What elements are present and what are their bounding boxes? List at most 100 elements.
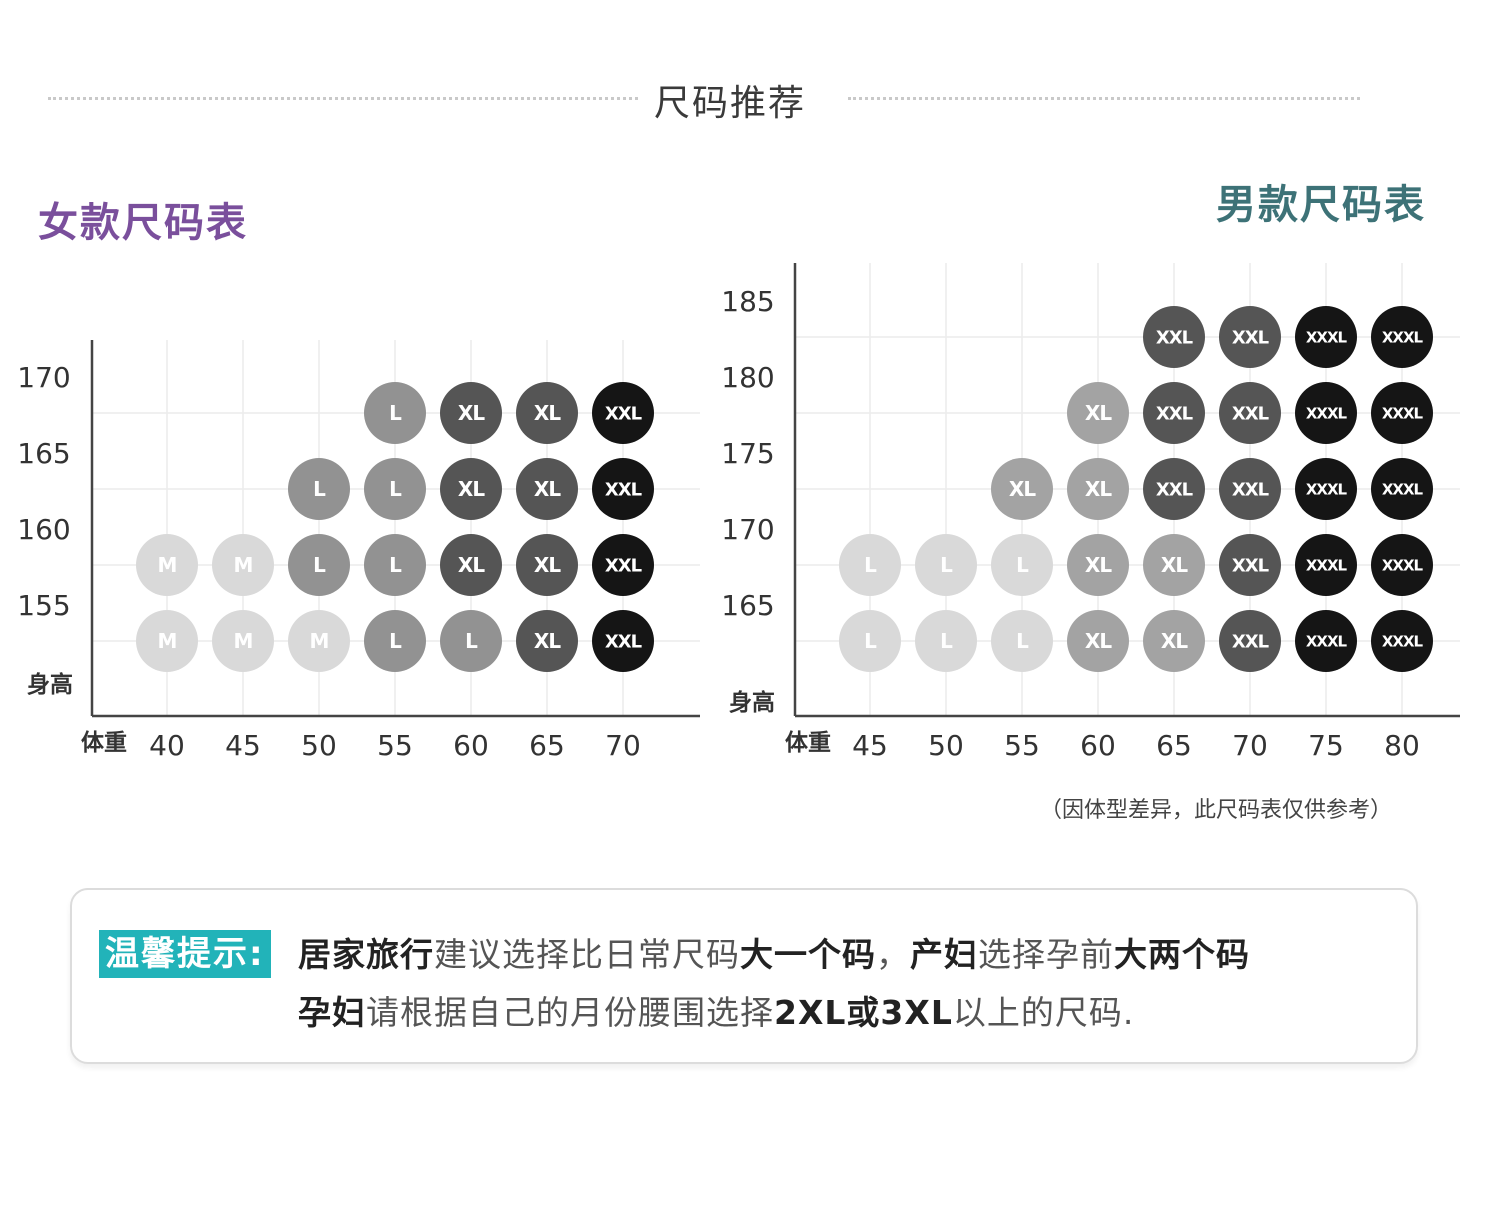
- women-size-dot-65-165: [516, 458, 578, 520]
- women-size-dot-45-160: [212, 534, 274, 596]
- women-x-tick-70: 70: [605, 729, 641, 762]
- men-size-dot-55-175: [991, 458, 1053, 520]
- men-y-tick-180: 180: [721, 361, 774, 394]
- men-size-label-80-185: XXXL: [1382, 328, 1424, 346]
- line1-segment-5: 选择孕前: [978, 935, 1114, 974]
- men-chart-title: 男款尺码表: [1216, 182, 1426, 228]
- women-size-dot-40-160: [136, 534, 198, 596]
- women-size-label-70-155: XXL: [605, 631, 642, 652]
- women-x-tick-55: 55: [377, 729, 413, 762]
- women-y-tick-165: 165: [17, 437, 70, 470]
- men-size-label-70-175: XXL: [1232, 479, 1269, 500]
- men-size-dot-60-170: [1067, 534, 1129, 596]
- men-y-tick-175: 175: [721, 437, 774, 470]
- men-size-dot-60-180: [1067, 382, 1129, 444]
- left-dotted-rule: [48, 97, 638, 100]
- women-size-label-65-165: XL: [534, 477, 561, 501]
- women-size-label-50-160: L: [313, 553, 326, 577]
- men-size-label-60-165: XL: [1085, 629, 1112, 653]
- men-x-tick-65: 65: [1156, 729, 1192, 762]
- line1-segment-1: 建议选择比日常尺码: [434, 935, 740, 974]
- women-size-dot-55-160: [364, 534, 426, 596]
- women-size-dot-60-160: [440, 534, 502, 596]
- men-size-label-65-185: XXL: [1156, 327, 1193, 348]
- women-size-dot-60-165: [440, 458, 502, 520]
- men-size-label-80-180: XXXL: [1382, 404, 1424, 422]
- women-x-tick-60: 60: [453, 729, 489, 762]
- men-size-label-45-170: L: [864, 553, 877, 577]
- women-size-label-40-155: M: [158, 629, 177, 653]
- men-size-dot-70-175: [1219, 458, 1281, 520]
- right-dotted-rule: [848, 97, 1360, 100]
- line2-segment-3: 以上的尺码.: [952, 993, 1135, 1032]
- men-x-tick-75: 75: [1308, 729, 1344, 762]
- tip-box: 温馨提示: 居家旅行建议选择比日常尺码大一个码，产妇选择孕前大两个码 孕妇请根据…: [70, 888, 1418, 1064]
- women-size-dot-65-170: [516, 382, 578, 444]
- men-size-dot-45-165: [839, 610, 901, 672]
- men-size-label-65-165: XL: [1161, 629, 1188, 653]
- women-size-label-55-165: L: [389, 477, 402, 501]
- men-size-label-45-165: L: [864, 629, 877, 653]
- women-size-dot-70-165: [592, 458, 654, 520]
- women-x-axis-label: 体重: [81, 730, 127, 756]
- women-size-label-40-160: M: [158, 553, 177, 577]
- women-size-label-50-155: M: [310, 629, 329, 653]
- women-y-tick-170: 170: [17, 361, 70, 394]
- women-x-tick-40: 40: [149, 729, 185, 762]
- disclaimer-note: （因体型差异，此尺码表仅供参考）: [1040, 798, 1393, 823]
- men-y-tick-165: 165: [721, 589, 774, 622]
- men-size-dot-65-170: [1143, 534, 1205, 596]
- women-size-dot-50-160: [288, 534, 350, 596]
- men-y-tick-185: 185: [721, 285, 774, 318]
- women-size-dot-60-155: [440, 610, 502, 672]
- line1-segment-4: 产妇: [910, 935, 978, 974]
- women-y-axis-label: 身高: [27, 671, 73, 698]
- men-size-dot-50-165: [915, 610, 977, 672]
- women-size-dot-70-170: [592, 382, 654, 444]
- men-size-label-80-175: XXXL: [1382, 480, 1424, 498]
- line1-segment-6: 大两个码: [1114, 935, 1250, 974]
- men-size-label-55-175: XL: [1009, 477, 1036, 501]
- women-size-label-60-165: XL: [458, 477, 485, 501]
- men-size-label-70-180: XXL: [1232, 403, 1269, 424]
- men-x-tick-45: 45: [852, 729, 888, 762]
- women-x-tick-50: 50: [301, 729, 337, 762]
- men-size-dot-65-165: [1143, 610, 1205, 672]
- women-size-dot-55-165: [364, 458, 426, 520]
- men-size-label-60-175: XL: [1085, 477, 1112, 501]
- men-size-dot-55-165: [991, 610, 1053, 672]
- men-size-dot-80-180: [1371, 382, 1433, 444]
- women-size-dot-50-155: [288, 610, 350, 672]
- men-size-dot-60-165: [1067, 610, 1129, 672]
- men-size-label-60-170: XL: [1085, 553, 1112, 577]
- women-size-dot-60-170: [440, 382, 502, 444]
- women-size-dot-45-155: [212, 610, 274, 672]
- line2-segment-2: 2XL或3XL: [774, 993, 953, 1032]
- men-size-label-75-175: XXXL: [1306, 480, 1348, 498]
- men-size-dot-55-170: [991, 534, 1053, 596]
- women-size-dot-70-155: [592, 610, 654, 672]
- men-size-label-70-170: XXL: [1232, 555, 1269, 576]
- women-size-label-60-170: XL: [458, 401, 485, 425]
- men-size-label-50-165: L: [940, 629, 953, 653]
- men-size-dot-70-185: [1219, 306, 1281, 368]
- women-size-label-70-170: XXL: [605, 403, 642, 424]
- women-size-label-55-155: L: [389, 629, 402, 653]
- men-x-tick-70: 70: [1232, 729, 1268, 762]
- tip-line-1: 居家旅行建议选择比日常尺码大一个码，产妇选择孕前大两个码: [298, 928, 1250, 976]
- women-size-label-65-160: XL: [534, 553, 561, 577]
- men-size-dot-80-175: [1371, 458, 1433, 520]
- women-size-label-60-160: XL: [458, 553, 485, 577]
- men-size-dot-65-175: [1143, 458, 1205, 520]
- women-size-label-65-170: XL: [534, 401, 561, 425]
- men-x-tick-80: 80: [1384, 729, 1420, 762]
- men-size-label-55-170: L: [1016, 553, 1029, 577]
- men-size-dot-80-170: [1371, 534, 1433, 596]
- line2-segment-0: 孕妇: [298, 993, 366, 1032]
- women-x-tick-45: 45: [225, 729, 261, 762]
- men-size-dot-75-170: [1295, 534, 1357, 596]
- men-size-label-70-185: XXL: [1232, 327, 1269, 348]
- men-size-dot-75-180: [1295, 382, 1357, 444]
- women-size-dot-40-155: [136, 610, 198, 672]
